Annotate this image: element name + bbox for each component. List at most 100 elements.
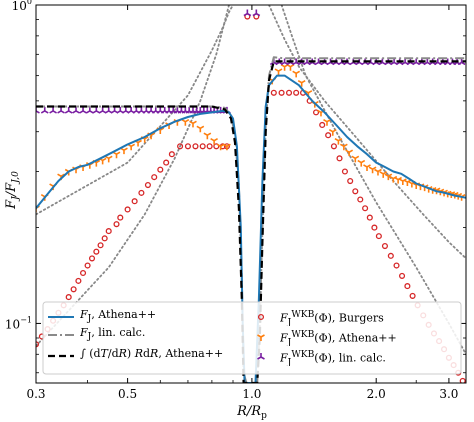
series-3-point <box>362 205 369 212</box>
series-3-point <box>398 272 406 279</box>
legend-swatch <box>257 313 265 321</box>
series-4-point <box>334 137 343 145</box>
plot-series <box>36 9 466 383</box>
legend-label: 𝐹JWKB(Φ), Burgers <box>280 309 384 326</box>
series-3-point <box>157 166 164 173</box>
x-tick-label: 0.5 <box>118 387 137 401</box>
series-5-point <box>57 106 65 114</box>
series-3-point <box>65 294 72 301</box>
series-5-point <box>40 106 49 114</box>
series-5-point <box>36 106 40 114</box>
series-3-point <box>97 242 104 249</box>
series-3-point <box>199 143 206 150</box>
series-3-point <box>393 262 400 269</box>
series-3-point <box>84 262 91 269</box>
series-3-point <box>352 188 359 195</box>
series-5-point <box>85 106 94 114</box>
y-tick-label: 100 <box>12 0 32 13</box>
series-5-point <box>98 106 107 114</box>
series-4-point <box>286 64 295 71</box>
series-3-point <box>336 155 343 162</box>
series-3-point <box>312 109 320 116</box>
legend-box <box>42 301 462 375</box>
series-line-2 <box>36 60 466 383</box>
series-4-point <box>328 129 337 136</box>
series-3-point <box>79 269 87 277</box>
series-3-point <box>168 151 175 158</box>
series-5-point <box>79 106 87 114</box>
reference-curve-left-0 <box>36 5 234 216</box>
series-3-point <box>341 168 348 175</box>
series-4-point <box>351 155 360 163</box>
series-3-point <box>409 292 416 299</box>
series-3-point <box>101 235 108 242</box>
series-3-point <box>105 228 112 235</box>
legend-label: 𝐹JWKB(Φ), lin. calc. <box>280 349 386 366</box>
series-4-point <box>379 171 388 178</box>
series-3-point <box>270 89 277 96</box>
series-3-point <box>375 233 382 240</box>
y-tick-label: 10−1 <box>5 315 32 331</box>
series-3-point <box>93 248 100 255</box>
series-4-point <box>345 149 354 157</box>
series-4-point <box>203 132 212 140</box>
series-4-point <box>363 164 371 171</box>
series-3-point <box>124 206 131 213</box>
y-axis-title: FJ/FJ,0 <box>4 171 21 210</box>
x-tick-label: 2.0 <box>367 387 386 401</box>
series-3-point <box>206 143 213 150</box>
reference-curve-left-1 <box>36 5 230 347</box>
series-5-point <box>72 106 80 114</box>
series-4-point <box>120 147 128 155</box>
series-5 <box>36 58 466 114</box>
reference-curves <box>36 5 466 356</box>
legend: 𝐹J, Athena++𝐹J, lin. calc. ∫ (d𝑇/d𝑅) 𝑅d𝑅,… <box>42 301 462 375</box>
series-4-point <box>297 80 306 87</box>
series-3-point <box>357 196 364 203</box>
series-3-point <box>278 89 285 96</box>
series-4-point <box>189 120 197 128</box>
series-3-point <box>70 286 77 293</box>
series-4-point <box>127 143 136 151</box>
series-3-point <box>213 143 220 150</box>
series-3-point <box>184 143 191 150</box>
series-3-point <box>151 174 158 181</box>
legend-entry-0: 𝐹J, Athena++ <box>48 308 157 325</box>
series-0 <box>36 74 466 383</box>
legend-entry-5: 𝐹JWKB(Φ), lin. calc. <box>257 349 386 366</box>
x-tick-label: 0.3 <box>26 387 45 401</box>
series-4 <box>36 64 466 213</box>
legend-label: 𝐹JWKB(Φ), Athena++ <box>280 329 397 346</box>
series-4-point <box>374 168 382 176</box>
series-3-point <box>366 214 373 221</box>
extra-markers <box>243 9 261 20</box>
series-3-point <box>177 143 184 150</box>
series-3-point <box>325 132 332 139</box>
legend-entry-1: 𝐹J, lin. calc. <box>48 326 145 342</box>
series-3-point <box>387 252 394 259</box>
series-4-point <box>223 143 231 151</box>
series-3-point <box>75 277 82 284</box>
series-3-point <box>131 198 138 205</box>
legend-swatch <box>257 353 265 360</box>
series-3-point <box>36 341 40 348</box>
series-3-point <box>138 189 145 196</box>
series-5-point <box>49 106 57 114</box>
series-4-point <box>323 119 331 126</box>
series-5-point <box>64 106 73 114</box>
series-4-point <box>339 143 348 151</box>
series-3-point <box>144 181 151 189</box>
reference-curve-right-0 <box>268 5 466 260</box>
legend-entry-2: ∫ (d𝑇/d𝑅) 𝑅d𝑅, Athena++ <box>48 347 223 360</box>
series-3-point <box>285 89 293 96</box>
series-3-point <box>330 143 337 150</box>
series-3-point <box>371 224 378 231</box>
legend-swatch <box>257 334 265 341</box>
series-4-point <box>384 173 393 181</box>
series-3-point <box>88 255 96 262</box>
extra-marker <box>252 9 261 17</box>
series-2 <box>36 60 466 383</box>
series-line-0 <box>36 74 466 383</box>
legend-label: 𝐹J, Athena++ <box>80 308 157 325</box>
